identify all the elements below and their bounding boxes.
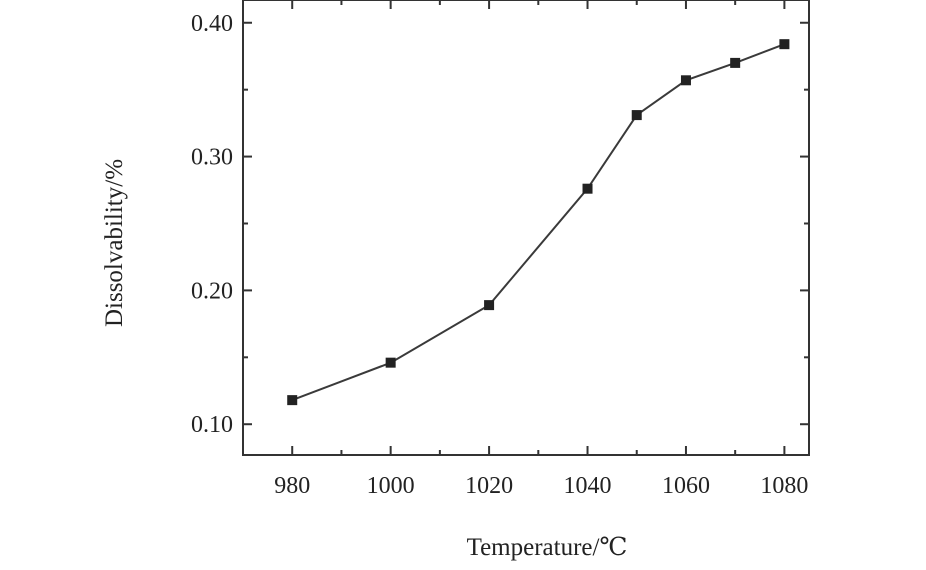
x-tick-label: 1020 [465, 473, 513, 499]
data-point-marker [730, 58, 740, 68]
y-tick-label: 0.20 [191, 278, 233, 304]
data-point-marker [386, 358, 396, 368]
data-point-marker [779, 39, 789, 49]
x-tick-label: 1040 [564, 473, 612, 499]
data-point-marker [484, 300, 494, 310]
y-tick-label: 0.40 [191, 11, 233, 37]
x-tick-label: 1080 [760, 473, 808, 499]
x-tick-label: 1000 [367, 473, 415, 499]
y-tick-label: 0.10 [191, 412, 233, 438]
x-axis-label: Temperature/℃ [467, 534, 628, 561]
y-axis-label: Dissolvability/% [101, 159, 128, 327]
series-markers [287, 39, 789, 405]
x-tick-label: 1060 [662, 473, 710, 499]
y-tick-label: 0.30 [191, 145, 233, 171]
data-point-marker [583, 184, 593, 194]
data-point-marker [287, 395, 297, 405]
data-point-marker [681, 75, 691, 85]
series-line [292, 44, 784, 400]
x-tick-label: 980 [274, 473, 310, 499]
tick-labels: 980 1000 1020 1040 1060 1080 0.10 0.20 0.30 0.40 [191, 11, 808, 499]
data-point-marker [632, 110, 642, 120]
